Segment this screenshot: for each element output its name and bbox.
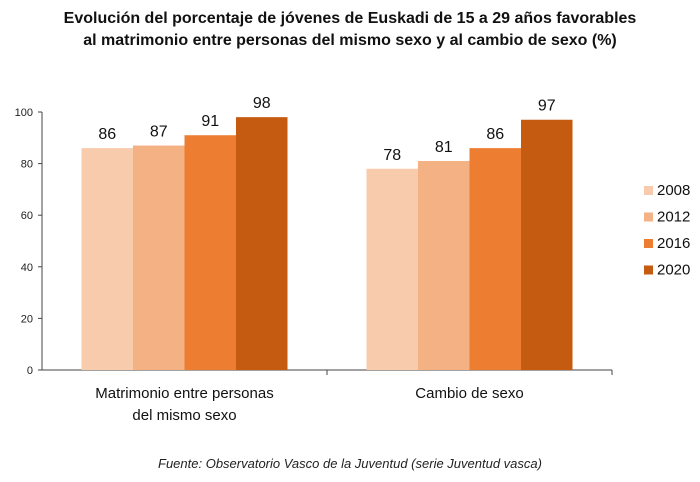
y-tick-label: 40 bbox=[21, 262, 33, 274]
chart-title: Evolución del porcentaje de jóvenes de E… bbox=[0, 8, 700, 52]
data-label: 81 bbox=[435, 139, 453, 156]
data-label: 87 bbox=[150, 124, 168, 141]
bar-2008 bbox=[81, 148, 133, 370]
data-label: 91 bbox=[201, 113, 219, 130]
y-tick-label: 80 bbox=[21, 159, 33, 171]
data-label: 97 bbox=[538, 98, 556, 115]
data-label: 78 bbox=[383, 147, 401, 164]
legend-swatch-2020 bbox=[644, 265, 653, 275]
y-tick-label: 0 bbox=[27, 365, 33, 377]
legend-label: 2008 bbox=[657, 182, 690, 199]
bar-2008 bbox=[366, 168, 418, 370]
legend-label: 2012 bbox=[657, 209, 690, 226]
y-tick-label: 100 bbox=[15, 107, 33, 119]
title-line-1: Evolución del porcentaje de jóvenes de E… bbox=[63, 10, 637, 27]
bar-2020 bbox=[236, 117, 288, 370]
bar-2020 bbox=[521, 119, 573, 371]
bar-2012 bbox=[418, 161, 470, 370]
source-note: Fuente: Observatorio Vasco de la Juventu… bbox=[158, 456, 542, 471]
legend-swatch-2012 bbox=[644, 212, 653, 222]
legend-label: 2016 bbox=[657, 235, 690, 252]
bar-2012 bbox=[133, 145, 185, 370]
legend-swatch-2016 bbox=[644, 239, 653, 248]
title-line-2: al matrimonio entre personas del mismo s… bbox=[83, 32, 617, 49]
y-tick-label: 20 bbox=[21, 313, 33, 325]
data-label: 98 bbox=[253, 95, 271, 112]
category-label: Cambio de sexo bbox=[415, 385, 523, 402]
y-tick-label: 60 bbox=[21, 210, 33, 222]
category-label: Matrimonio entre personas bbox=[95, 385, 273, 402]
category-label: del mismo sexo bbox=[132, 407, 236, 424]
data-label: 86 bbox=[486, 126, 504, 143]
bar-2016 bbox=[184, 135, 236, 370]
bar-2016 bbox=[469, 148, 521, 370]
data-label: 86 bbox=[98, 126, 116, 143]
legend-label: 2020 bbox=[657, 262, 690, 279]
legend-swatch-2008 bbox=[644, 186, 653, 195]
